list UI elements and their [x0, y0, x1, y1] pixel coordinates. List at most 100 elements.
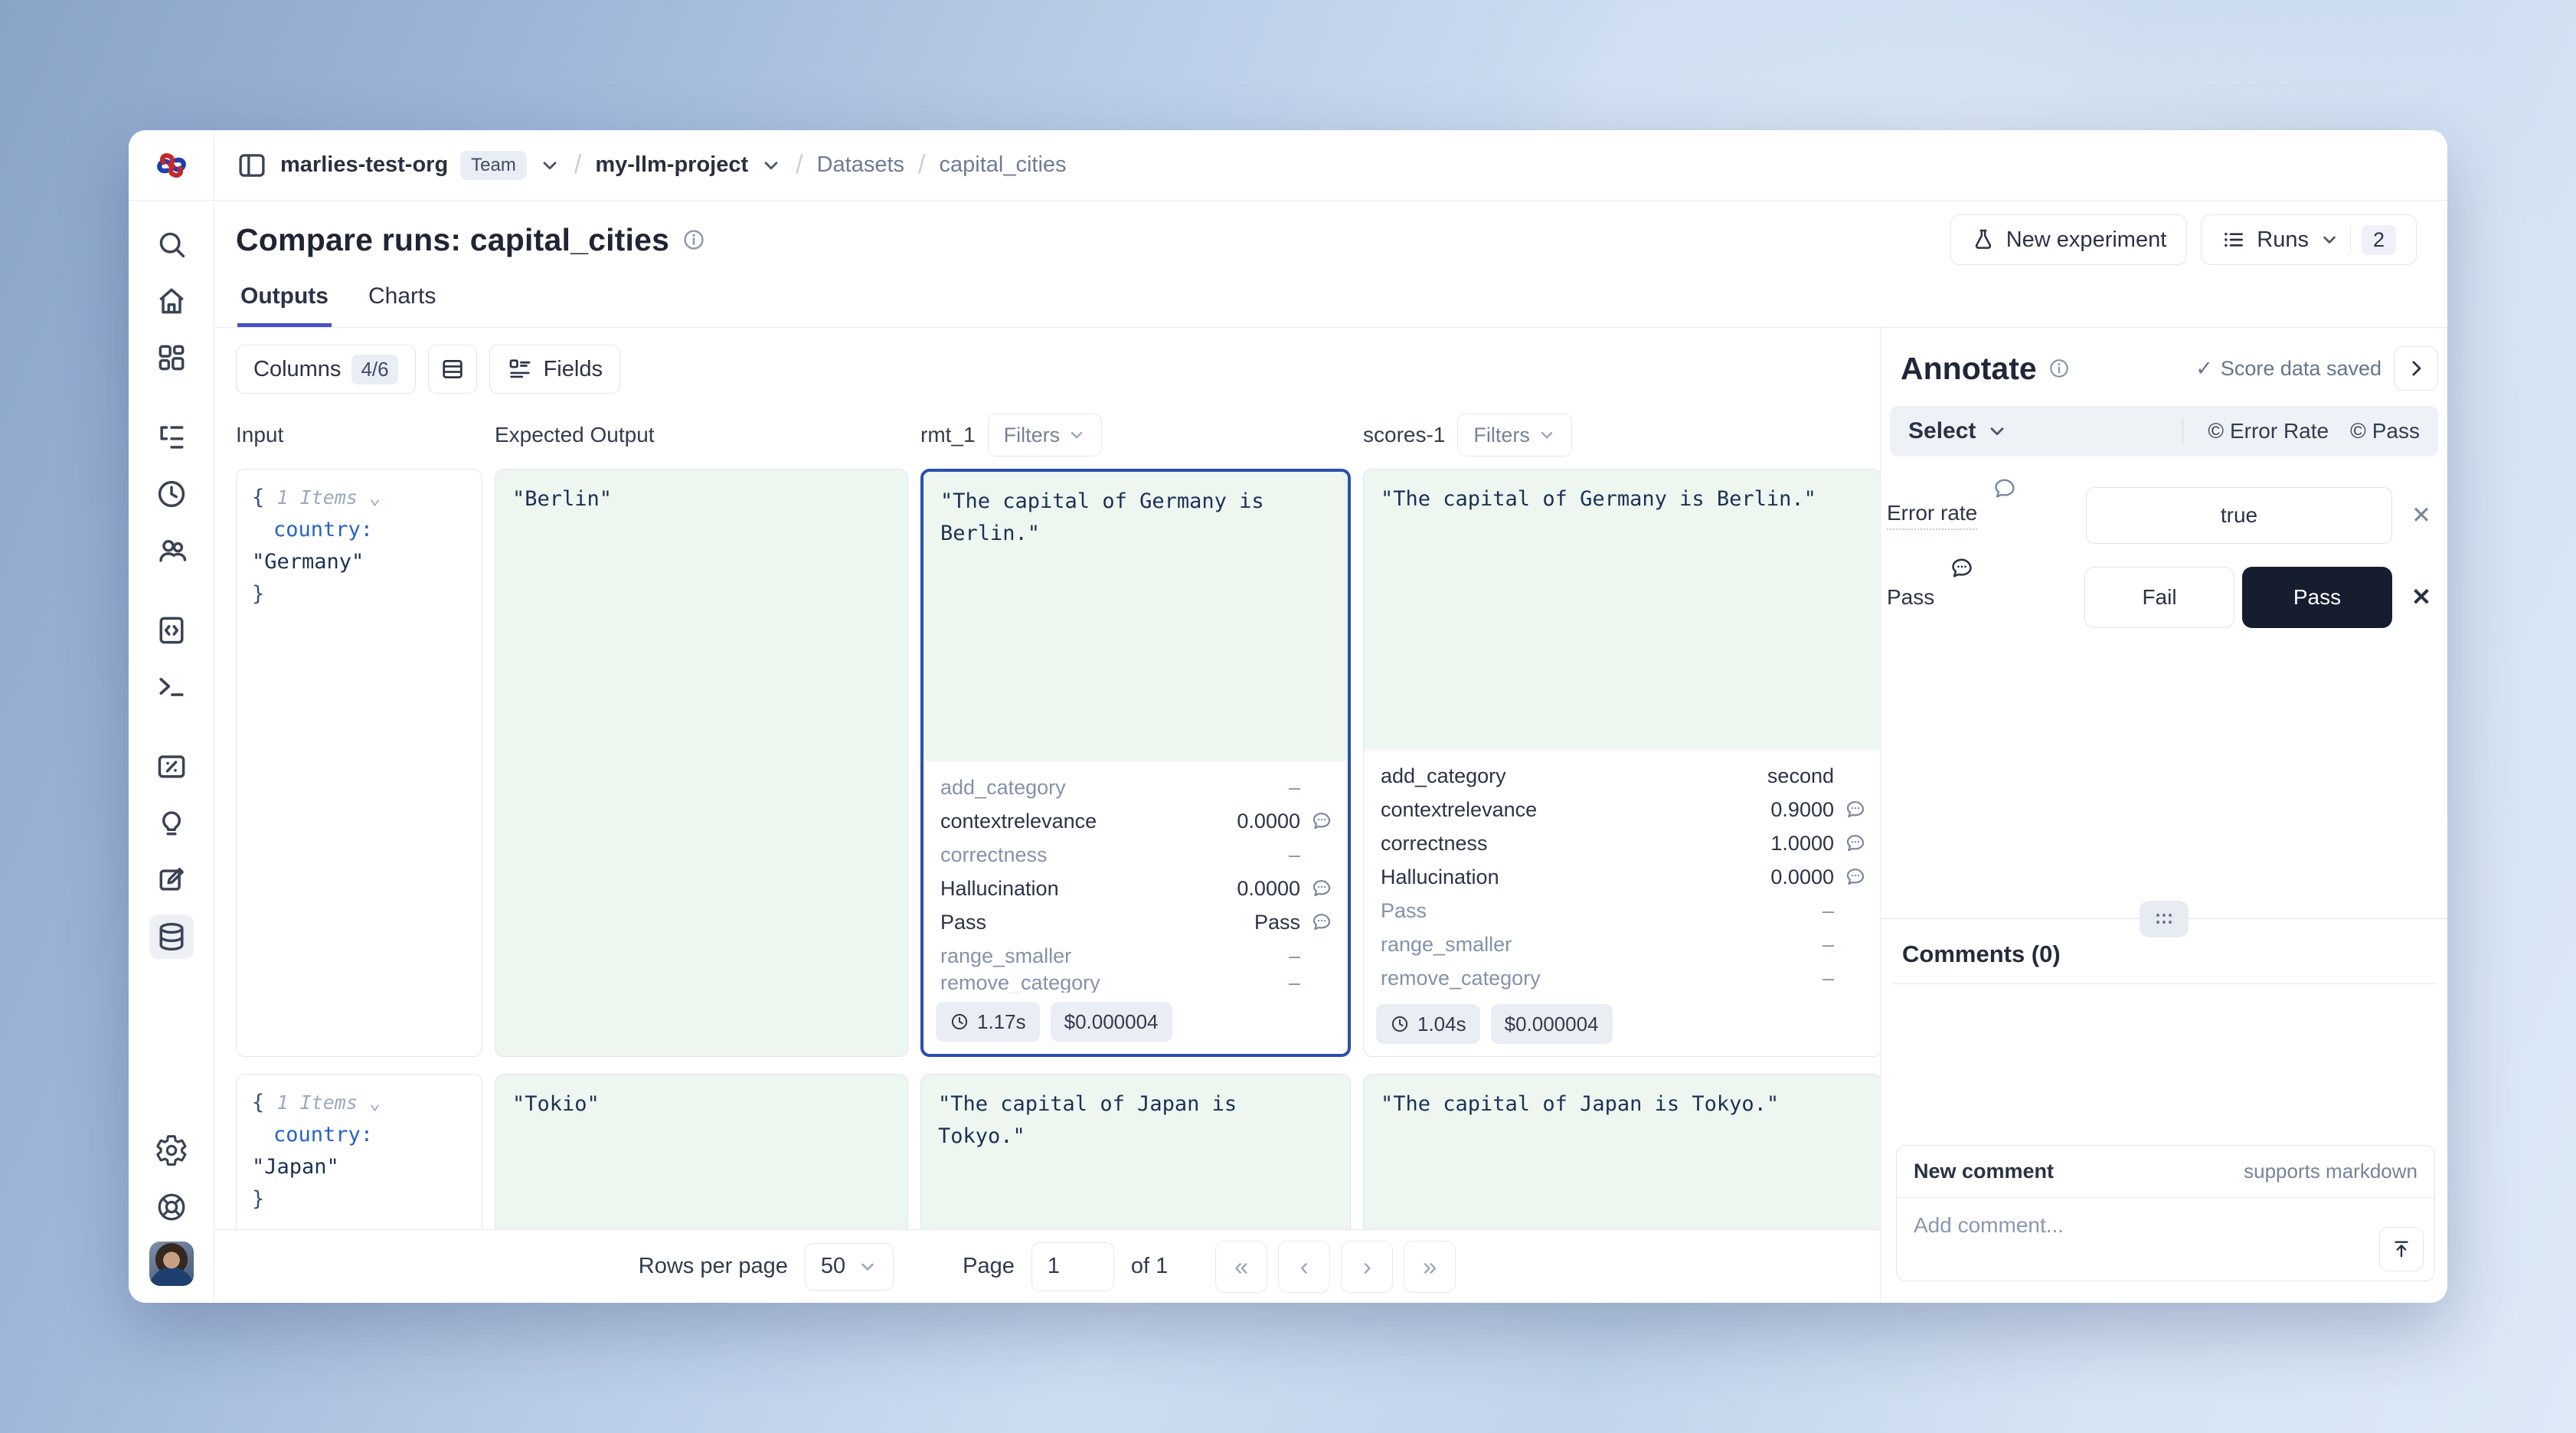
run1-output-cell[interactable]: "The capital of Germany is Berlin." add_…	[920, 469, 1351, 1057]
json-items-label[interactable]: 1 Items	[276, 486, 358, 509]
page-number-input[interactable]: 1	[1031, 1242, 1114, 1291]
home-icon	[159, 288, 184, 314]
scorer-chip-error-rate[interactable]: © Error Rate	[2208, 419, 2329, 443]
sidebar-item-users[interactable]	[149, 528, 194, 573]
run1-filters-button[interactable]: Filters	[987, 414, 1103, 456]
run2-filters-button[interactable]: Filters	[1457, 414, 1572, 456]
user-avatar[interactable]	[149, 1242, 194, 1286]
breadcrumb-dataset-name[interactable]: capital_cities	[939, 152, 1067, 177]
prev-page-button[interactable]: ‹	[1278, 1240, 1331, 1293]
scorer-chip-pass[interactable]: © Pass	[2350, 419, 2420, 443]
expected-output-cell[interactable]: "Berlin"	[495, 469, 908, 1057]
next-page-button[interactable]: ›	[1341, 1240, 1394, 1293]
breadcrumb-org[interactable]: marlies-test-org	[280, 152, 449, 177]
chevron-down-icon	[861, 1263, 874, 1271]
sidebar-item-traces[interactable]	[149, 415, 194, 460]
trace-tree-icon	[159, 426, 183, 449]
run-stats: 1.04s $0.000004	[1364, 995, 1880, 1056]
breadcrumb-datasets[interactable]: Datasets	[816, 152, 905, 177]
sidebar-item-dashboards[interactable]	[149, 335, 194, 380]
grid-icon	[159, 345, 184, 371]
sidebar-item-settings[interactable]	[149, 1128, 194, 1173]
sidebar-toggle-icon[interactable]	[236, 149, 268, 182]
filters-label: Filters	[1473, 423, 1530, 447]
metric-label: remove_category	[1381, 966, 1541, 990]
compare-table: Columns 4/6 Fields Input Expec	[214, 328, 1880, 1303]
run2-output-cell[interactable]: "The capital of Germany is Berlin." add_…	[1363, 469, 1880, 1057]
sidebar-item-search[interactable]	[149, 222, 194, 267]
app-window: marlies-test-org Team / my-llm-project /…	[129, 130, 2447, 1303]
new-experiment-button[interactable]: New experiment	[1950, 214, 2188, 265]
sidebar-item-help[interactable]	[149, 1185, 194, 1229]
latency-value: 1.17s	[977, 1009, 1026, 1033]
comment-bubble-icon[interactable]	[1845, 799, 1866, 820]
row-height-button[interactable]	[427, 345, 477, 394]
sidebar-item-datasets[interactable]	[149, 914, 194, 959]
collapse-panel-button[interactable]	[2394, 346, 2438, 391]
clear-field-button[interactable]: ✕	[2411, 502, 2431, 528]
resize-handle[interactable]	[2140, 900, 2189, 937]
info-icon[interactable]	[682, 227, 706, 252]
json-brace: }	[252, 1186, 265, 1211]
sidebar-item-history[interactable]	[149, 472, 194, 516]
columns-button[interactable]: Columns 4/6	[236, 345, 416, 394]
chevron-down-icon[interactable]	[539, 155, 561, 176]
comments-section-divider	[1881, 900, 2447, 937]
first-page-button[interactable]: «	[1215, 1240, 1268, 1293]
sidebar-item-home[interactable]	[149, 279, 194, 323]
clock-icon	[951, 1013, 968, 1030]
input-cell[interactable]: { 1 Items ⌄ country: "Germany" }	[236, 469, 482, 1057]
runs-button[interactable]: Runs 2	[2201, 214, 2417, 265]
json-value: "Japan"	[252, 1154, 339, 1179]
metric-label: correctness	[1381, 831, 1488, 855]
comment-bubble-icon[interactable]	[1992, 476, 2017, 501]
tab-charts[interactable]: Charts	[368, 283, 436, 309]
input-cell[interactable]: { 1 Items ⌄ country: "Japan" }	[236, 1074, 482, 1229]
sidebar-item-annotations[interactable]	[149, 858, 194, 902]
sidebar-item-code[interactable]	[149, 608, 194, 653]
submit-comment-button[interactable]	[2379, 1227, 2424, 1271]
annotation-field-error-rate: Error rate true ✕	[1887, 479, 2438, 544]
clear-field-button[interactable]: ✕	[2411, 584, 2431, 610]
expected-output-cell[interactable]: "Tokio"	[495, 1074, 908, 1229]
sidebar-item-terminal[interactable]	[149, 665, 194, 709]
comment-bubble-icon[interactable]	[1950, 556, 1974, 581]
sidebar-item-evaluations[interactable]	[149, 744, 194, 789]
rows-per-page-select[interactable]: 50	[804, 1242, 894, 1291]
sidebar-item-prompts[interactable]	[149, 801, 194, 846]
error-rate-input[interactable]: true	[2086, 487, 2392, 544]
comment-input[interactable]: Add comment...	[1914, 1213, 2064, 1237]
last-page-button[interactable]: »	[1404, 1240, 1456, 1293]
tab-outputs[interactable]: Outputs	[237, 279, 332, 327]
divider	[2182, 418, 2184, 444]
json-brace: {	[252, 486, 265, 509]
fields-button[interactable]: Fields	[489, 345, 620, 394]
pass-button[interactable]: Pass	[2242, 567, 2392, 628]
scorer-label: Error Rate	[2229, 419, 2329, 443]
comment-bubble-icon[interactable]	[1311, 911, 1332, 933]
json-items-label[interactable]: 1 Items	[276, 1091, 358, 1114]
breadcrumb-project[interactable]: my-llm-project	[595, 152, 749, 177]
pagination-bar: Rows per page 50 Page 1 of 1 « ‹ ›	[214, 1229, 1880, 1303]
chevron-down-icon	[2323, 236, 2336, 244]
chevron-down-icon[interactable]	[760, 155, 782, 176]
scorer-select-button[interactable]: Select	[1908, 418, 2008, 444]
percent-board-icon	[158, 755, 185, 778]
columns-count-badge: 4/6	[351, 354, 398, 384]
run1-output-cell[interactable]: "The capital of Japan is Tokyo."	[920, 1074, 1351, 1229]
fail-button[interactable]: Fail	[2084, 567, 2234, 628]
org-logo[interactable]	[129, 130, 214, 200]
run2-output-cell[interactable]: "The capital of Japan is Tokyo."	[1363, 1074, 1880, 1229]
comment-bubble-icon[interactable]	[1845, 866, 1866, 888]
model-output-text: "The capital of Germany is Berlin."	[924, 472, 1348, 761]
rows-per-page-value: 50	[820, 1254, 846, 1278]
metric-value: 0.0000	[1770, 865, 1834, 888]
comment-bubble-icon[interactable]	[1311, 810, 1332, 832]
metric-label: contextrelevance	[940, 809, 1097, 833]
comment-bubble-icon[interactable]	[1311, 878, 1332, 899]
page-header: Compare runs: capital_cities New experim…	[214, 201, 2447, 279]
metric-value: –	[1822, 898, 1834, 922]
comment-bubble-icon[interactable]	[1845, 833, 1866, 854]
info-icon[interactable]	[2048, 357, 2071, 380]
fields-label: Fields	[543, 356, 603, 381]
